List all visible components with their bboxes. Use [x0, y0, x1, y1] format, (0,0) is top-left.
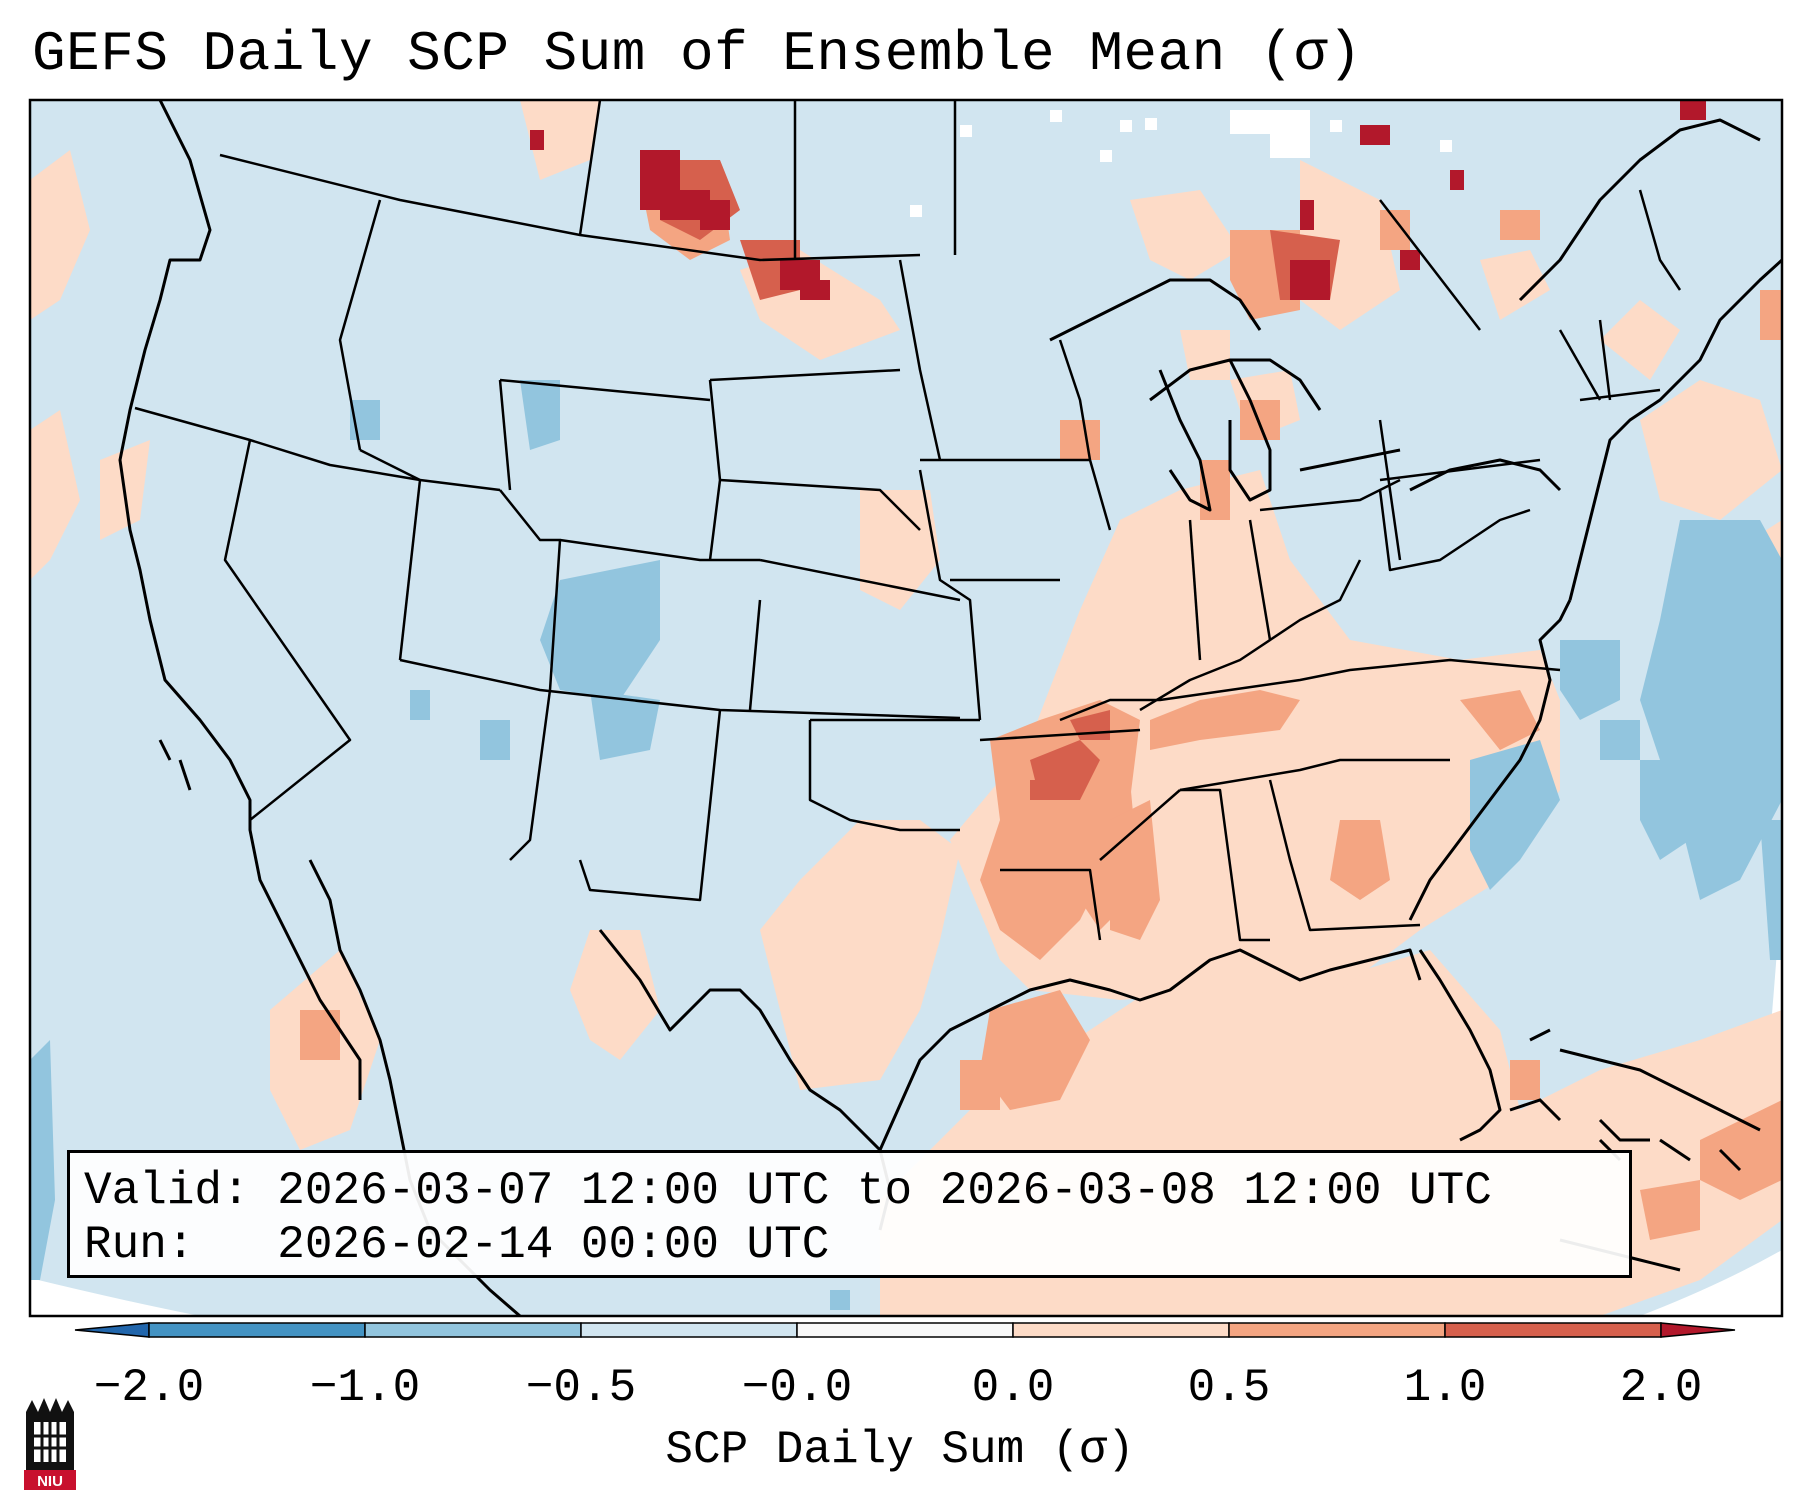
- colorbar-extend-high: [1660, 1322, 1736, 1338]
- info-box: Valid: 2026-03-07 12:00 UTC to 2026-03-0…: [67, 1150, 1632, 1278]
- colorbar-segment: [1228, 1322, 1446, 1338]
- bottom-right-nodata: [1640, 1250, 1782, 1316]
- colorbar-tick-label: 0.0: [971, 1362, 1055, 1414]
- niu-logo: NIU: [24, 1398, 76, 1490]
- colorbar-segment: [1444, 1322, 1662, 1338]
- anomaly-0.5-to-1.0: [300, 170, 1782, 1240]
- anomaly-above-2.0: [530, 100, 1706, 300]
- run-line: Run: 2026-02-14 00:00 UTC: [84, 1219, 829, 1271]
- valid-line: Valid: 2026-03-07 12:00 UTC to 2026-03-0…: [84, 1165, 1492, 1217]
- nodata-patches: [910, 110, 1452, 217]
- colorbar: [74, 1322, 1736, 1338]
- colorbar-tick-label: −0.0: [741, 1362, 853, 1414]
- colorbar-tick-label: −2.0: [93, 1362, 205, 1414]
- logo-text: NIU: [37, 1473, 63, 1490]
- colorbar-segment: [148, 1322, 366, 1338]
- run-text: 2026-02-14 00:00 UTC: [277, 1219, 830, 1271]
- colorbar-tick-label: −0.5: [525, 1362, 637, 1414]
- bottom-left-nodata: [30, 1278, 200, 1316]
- anomaly-minus-1.0-to-minus-0.5: [30, 380, 1782, 1310]
- map-title: GEFS Daily SCP Sum of Ensemble Mean (σ): [32, 22, 1363, 86]
- valid-text: 2026-03-07 12:00 UTC to 2026-03-08 12:00…: [277, 1165, 1492, 1217]
- colorbar-tick-label: 2.0: [1619, 1362, 1703, 1414]
- colorbar-tick-label: 1.0: [1403, 1362, 1487, 1414]
- run-label: Run:: [84, 1219, 195, 1271]
- valid-label: Valid:: [84, 1165, 250, 1217]
- colorbar-tick-label: −1.0: [309, 1362, 421, 1414]
- coastlines: [118, 100, 1782, 1316]
- colorbar-extend-low: [74, 1322, 150, 1338]
- colorbar-segment: [580, 1322, 798, 1338]
- colorbar-segment: [1012, 1322, 1230, 1338]
- state-borders: [134, 100, 1682, 942]
- colorbar-segment: [364, 1322, 582, 1338]
- colorbar-segment: [796, 1322, 1014, 1338]
- colorbar-tick-label: 0.5: [1187, 1362, 1271, 1414]
- map-frame: [28, 98, 1784, 1318]
- colorbar-label: SCP Daily Sum (σ): [665, 1424, 1135, 1476]
